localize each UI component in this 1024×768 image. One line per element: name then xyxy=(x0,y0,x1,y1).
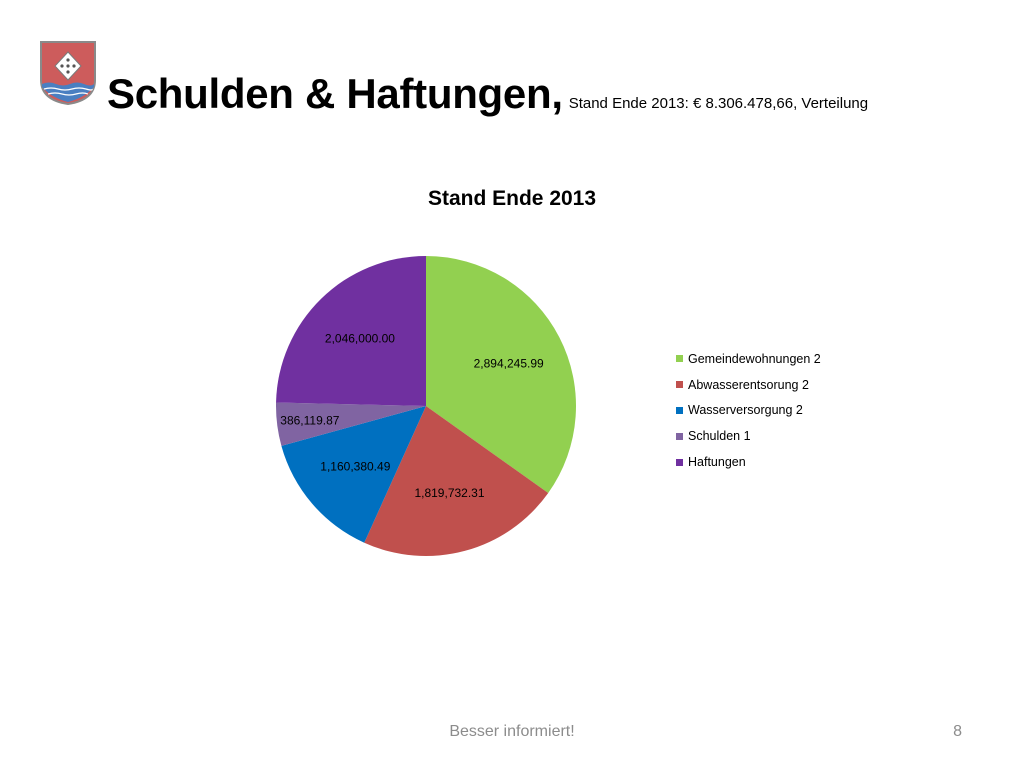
legend-item: Gemeindewohnungen 2 xyxy=(676,346,821,372)
pie-slice-2 xyxy=(364,406,549,556)
title-main: Schulden & Haftungen, xyxy=(107,70,563,117)
pie-slice-3 xyxy=(281,406,426,543)
legend-label: Haftungen xyxy=(688,455,746,470)
legend-label: Wasserversorgung 2 xyxy=(688,403,803,418)
legend-item: Haftungen xyxy=(676,449,821,475)
legend-swatch xyxy=(676,458,683,466)
title-subtitle: Stand Ende 2013: € 8.306.478,66, Verteil… xyxy=(568,95,869,112)
pie-slice-5 xyxy=(276,256,426,406)
legend-label: Abwasserentsorung 2 xyxy=(688,377,809,392)
legend-swatch xyxy=(676,355,683,363)
legend-item: Wasserversorgung 2 xyxy=(676,398,821,424)
slice-data-label: 386,119.87 xyxy=(280,413,339,427)
slice-data-label: 2,046,000.00 xyxy=(325,331,395,345)
legend-swatch xyxy=(676,381,683,389)
footer-text: Besser informiert! xyxy=(449,723,575,740)
legend-item: Abwasserentsorung 2 xyxy=(676,372,821,398)
legend-label: Schulden 1 xyxy=(688,429,751,444)
pie-slice-1 xyxy=(426,256,576,493)
slide-title: Schulden & Haftungen, Stand Ende 2013: € … xyxy=(107,70,868,118)
legend-item: Schulden 1 xyxy=(676,423,821,449)
chart-title: Stand Ende 2013 xyxy=(427,187,597,210)
slice-data-label: 1,819,732.31 xyxy=(414,486,484,500)
pie-slice-4 xyxy=(276,402,426,446)
legend-swatch xyxy=(676,406,683,414)
chart-legend: Gemeindewohnungen 2 Abwasserentsorung 2 Wa… xyxy=(676,346,821,475)
legend-swatch xyxy=(676,432,683,440)
page-number: 8 xyxy=(953,723,962,740)
coat-of-arms-icon xyxy=(40,41,96,106)
slice-data-label: 1,160,380.49 xyxy=(320,459,390,473)
slice-data-label: 2,894,245.99 xyxy=(474,356,544,370)
legend-label: Gemeindewohnungen 2 xyxy=(688,351,821,366)
